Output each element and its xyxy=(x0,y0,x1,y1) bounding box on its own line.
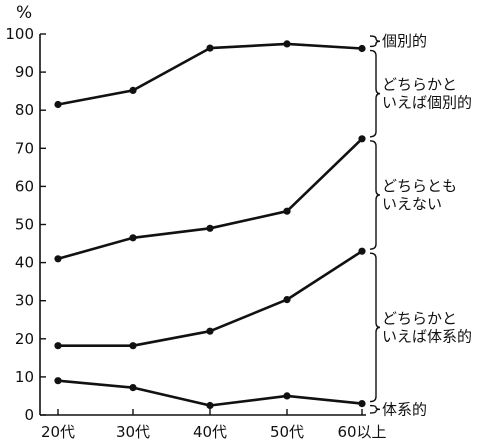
band-brace xyxy=(369,140,381,250)
data-point xyxy=(54,255,62,263)
band-brace xyxy=(369,404,381,414)
data-point xyxy=(129,342,137,350)
y-tick-label: 50 xyxy=(15,216,34,234)
y-tick-label: 80 xyxy=(15,101,34,119)
y-tick-label: 30 xyxy=(15,292,34,310)
data-point xyxy=(283,207,291,215)
x-axis-ticks: 20代 30代 40代 50代 60以上 xyxy=(41,409,387,441)
band-label: 体系的 xyxy=(382,400,427,418)
band-label: どちらかと xyxy=(382,309,457,327)
y-tick-label: 70 xyxy=(15,139,34,157)
data-point xyxy=(358,44,366,53)
y-tick-label: 10 xyxy=(15,368,34,386)
x-tick-label: 60以上 xyxy=(337,423,386,441)
y-tick-label: 20 xyxy=(15,330,34,348)
band-label: いえば体系的 xyxy=(382,327,472,345)
data-point xyxy=(283,296,291,304)
axes xyxy=(39,34,366,416)
x-tick-label: 50代 xyxy=(270,423,304,441)
band-label: どちらとも xyxy=(382,177,457,195)
y-tick-label: 100 xyxy=(5,25,34,43)
data-point xyxy=(283,40,291,48)
y-tick-label: 90 xyxy=(15,63,34,81)
band-label: どちらかと xyxy=(382,76,457,94)
data-point xyxy=(206,44,214,52)
band-label: いえば個別的 xyxy=(382,94,472,112)
data-point xyxy=(54,377,62,385)
band-brace xyxy=(369,49,381,138)
band-brace xyxy=(369,35,381,48)
data-point xyxy=(54,342,62,350)
data-point xyxy=(54,100,62,109)
data-point xyxy=(206,327,214,335)
band-label: 個別的 xyxy=(382,32,427,50)
y-tick-label: 60 xyxy=(15,177,34,195)
y-axis-ticks: 0 10 20 30 40 50 60 70 80 90 100 xyxy=(5,25,46,424)
band-label: いえない xyxy=(382,195,442,213)
series-lines xyxy=(54,40,366,410)
y-tick-label: 0 xyxy=(24,406,34,424)
x-tick-label: 40代 xyxy=(193,423,227,441)
data-point xyxy=(129,86,137,94)
x-tick-label: 30代 xyxy=(116,423,150,441)
y-axis-unit-label: % xyxy=(16,3,32,23)
y-tick-label: 40 xyxy=(15,254,34,272)
data-point xyxy=(358,247,366,255)
x-tick-label: 20代 xyxy=(41,423,75,441)
band-brace xyxy=(369,252,381,403)
data-point xyxy=(129,384,137,392)
series-line-4 xyxy=(57,379,363,407)
data-point xyxy=(206,401,214,410)
data-point xyxy=(206,224,214,232)
data-point xyxy=(283,392,291,400)
data-point xyxy=(358,135,366,143)
series-line-1 xyxy=(57,42,363,106)
data-point xyxy=(129,234,137,242)
data-point xyxy=(358,400,366,408)
series-line-2 xyxy=(57,137,363,261)
